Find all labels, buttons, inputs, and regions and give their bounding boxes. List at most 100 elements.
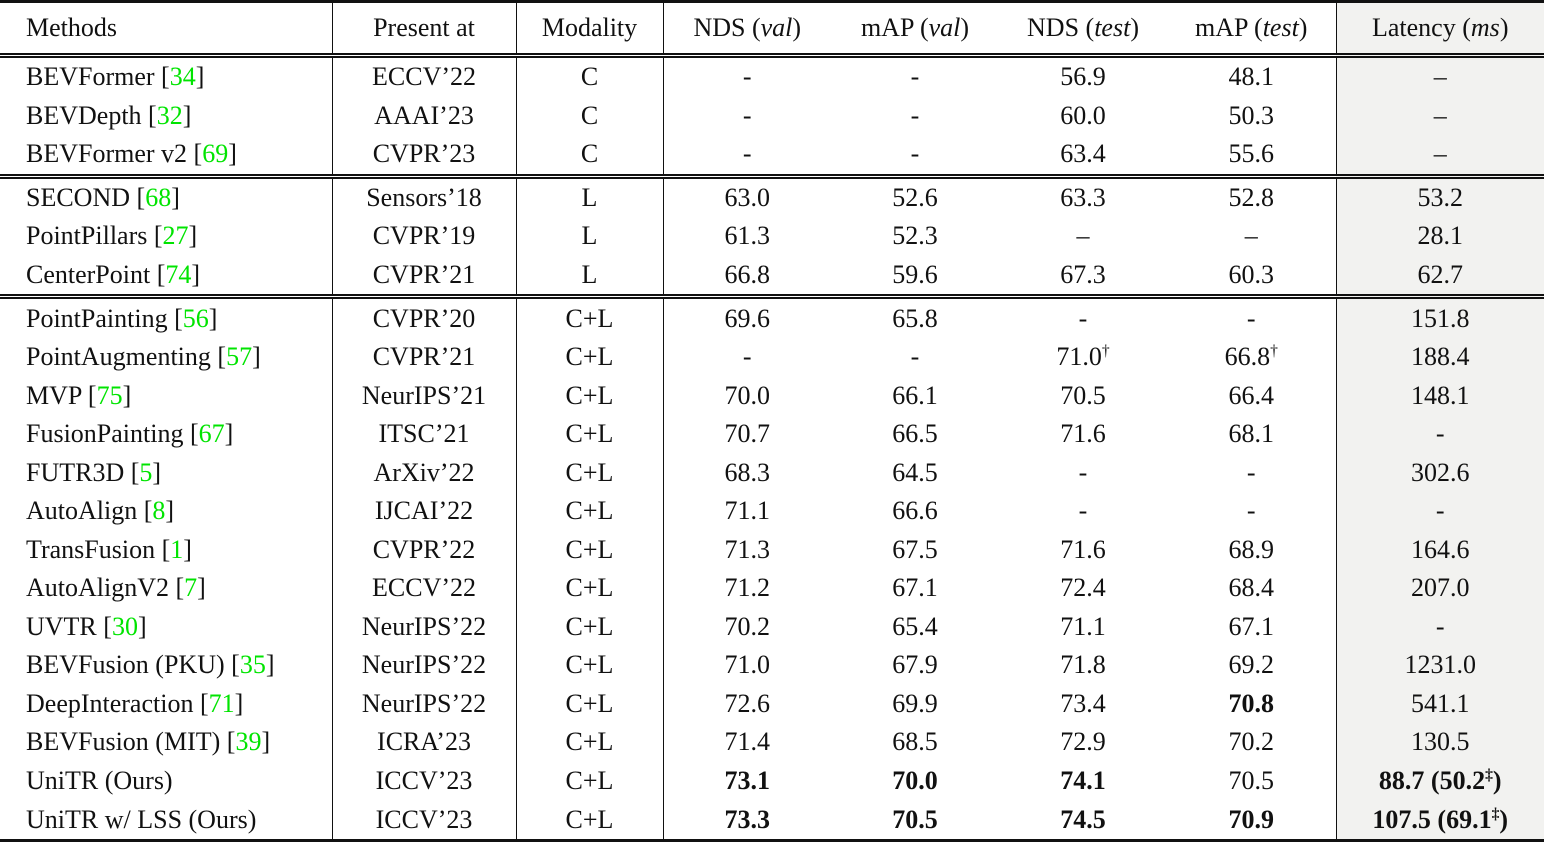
nds-val-cell: - — [742, 342, 752, 372]
method-name: PointAugmenting — [26, 342, 211, 372]
nds-test-cell: 63.4 — [999, 135, 1167, 179]
method-name: DeepInteraction — [26, 688, 194, 718]
venue-cell: ICCV’23 — [332, 761, 517, 801]
citation-number: 71 — [208, 688, 235, 718]
citation-number: 8 — [152, 496, 166, 526]
header-paren: (test) — [1247, 13, 1308, 42]
nds-val-cell: 71.0 — [724, 650, 771, 680]
nds-val-cell: 69.6 — [724, 303, 771, 333]
latency-cell: – — [1336, 96, 1544, 136]
header-row: Methods Present at Modality NDS (val) mA… — [0, 1, 1544, 58]
latency-cell: - — [1336, 414, 1544, 454]
latency-cell: 151.8 — [1336, 296, 1544, 338]
nds-test-cell: 72.9 — [1060, 727, 1106, 757]
nds-val-cell: 73.1 — [724, 765, 771, 795]
method-cell: TransFusion [1] — [0, 530, 333, 570]
venue-cell: ArXiv’22 — [332, 453, 517, 492]
citation-number: 68 — [145, 182, 172, 212]
table-row: UniTR w/ LSS (Ours) ICCV’23 C+L 73.3 70.5 74.… — [0, 800, 1544, 841]
citation-number: 75 — [96, 380, 123, 410]
table-row: PointAugmenting [57] CVPR’21 C+L - - 71.0† 66.… — [0, 337, 1544, 377]
table-header: Methods Present at Modality NDS (val) mA… — [0, 1, 1544, 58]
latency-cell: 148.1 — [1336, 376, 1544, 415]
modality-cell: C+L — [516, 414, 664, 454]
method-name: BEVFusion (PKU) — [26, 650, 225, 680]
modality-cell: C+L — [516, 337, 664, 377]
latency-cell: 62.7 — [1336, 255, 1544, 300]
method-name: AutoAlignV2 — [26, 573, 169, 603]
table-row: BEVDepth [32] AAAI’23 C - - 60.0 50.3– — [0, 96, 1544, 136]
map-test-cell: 66.4 — [1167, 376, 1337, 415]
method-name: PointPainting — [26, 303, 168, 333]
nds-test-cell: - — [1078, 457, 1088, 487]
col-header-modality: Modality — [516, 1, 664, 58]
venue-cell: ICRA’23 — [332, 723, 517, 762]
map-test-cell: 55.6 — [1167, 135, 1337, 179]
nds-val-cell: 71.2 — [724, 573, 771, 603]
nds-test-cell: 72.4 — [1060, 573, 1106, 603]
nds-val-cell: 71.1 — [724, 496, 771, 526]
map-test-cell: 70.5 — [1167, 761, 1337, 801]
nds-val-cell: 63.0 — [724, 182, 771, 212]
modality-cell: C+L — [516, 492, 664, 531]
map-val-cell: 70.0 — [892, 765, 938, 795]
map-val-cell: 67.9 — [892, 650, 938, 680]
nds-test-cell: 63.3 — [1060, 182, 1106, 212]
map-test-cell: 70.2 — [1167, 723, 1337, 762]
method-name: SECOND — [26, 182, 131, 212]
citation-number: 34 — [169, 62, 196, 92]
header-paren: (val) — [745, 13, 802, 42]
table-row: PointPainting [56] CVPR’20 C+L 69.6 65.8- -15… — [0, 296, 1544, 338]
table-row: TransFusion [1] CVPR’22 C+L 71.3 67.5 71.6 68.… — [0, 530, 1544, 570]
venue-cell: CVPR’20 — [332, 296, 517, 338]
nds-val-cell: 73.3 — [724, 804, 771, 834]
venue-cell: ITSC’21 — [332, 414, 517, 454]
venue-cell: Sensors’18 — [332, 176, 517, 218]
method-cell: FusionPainting [67] — [0, 414, 333, 454]
map-test-cell: - — [1167, 492, 1337, 531]
map-val-cell: - — [831, 135, 999, 179]
map-test-cell: 68.9 — [1167, 530, 1337, 570]
map-test-cell: 68.1 — [1167, 414, 1337, 454]
table-row: UniTR (Ours) ICCV’23 C+L 73.1 70.0 74.1 70.5 88… — [0, 761, 1544, 801]
method-name: UniTR (Ours) — [26, 765, 173, 795]
method-cell: PointPainting [56] — [0, 296, 333, 338]
latency-cell: – — [1336, 135, 1544, 179]
header-paren: (test) — [1079, 13, 1139, 42]
modality-cell: L — [516, 176, 664, 218]
header-paren: (ms) — [1455, 13, 1509, 42]
map-val-cell: 67.5 — [892, 534, 938, 564]
modality-cell: C+L — [516, 453, 664, 492]
map-test-cell: 70.9 — [1167, 800, 1337, 841]
modality-cell: C+L — [516, 761, 664, 801]
nds-test-cell: 74.1 — [1060, 765, 1106, 795]
nds-val-cell: - — [663, 135, 831, 179]
table-row: UVTR [30] NeurIPS’22 C+L 70.2 65.4 71.1 67.1- — [0, 607, 1544, 647]
map-test-cell: – — [1167, 217, 1337, 256]
method-cell: CenterPoint [74] — [0, 255, 333, 300]
map-val-cell: 52.6 — [892, 182, 938, 212]
col-header-nds-val: NDS (val) — [663, 1, 831, 58]
method-cell: DeepInteraction [71] — [0, 684, 333, 724]
method-name: BEVDepth — [26, 100, 142, 130]
method-name: BEVFormer — [26, 62, 155, 92]
latency-cell: 302.6 — [1336, 453, 1544, 492]
nds-test-cell: 67.3 — [999, 255, 1167, 300]
modality-cell: C+L — [516, 723, 664, 762]
map-val-cell: 65.8 — [892, 303, 938, 333]
modality-cell: C — [516, 96, 664, 136]
citation-number: 1 — [170, 534, 184, 564]
map-test-cell: - — [1167, 296, 1337, 338]
map-test-cell: 70.8 — [1167, 684, 1337, 724]
nds-val-cell: 71.3 — [724, 534, 771, 564]
map-val-cell: 68.5 — [892, 727, 938, 757]
map-val-cell: 66.1 — [892, 380, 938, 410]
nds-val-cell: 70.0 — [724, 380, 771, 410]
modality-cell: C+L — [516, 296, 664, 338]
method-name: TransFusion — [26, 534, 156, 564]
nds-val-cell: 70.2 — [724, 611, 771, 641]
method-cell: BEVFormer v2 [69] — [0, 135, 333, 179]
modality-cell: C+L — [516, 376, 664, 415]
venue-cell: CVPR’23 — [332, 135, 517, 179]
citation-number: 74 — [165, 260, 192, 290]
